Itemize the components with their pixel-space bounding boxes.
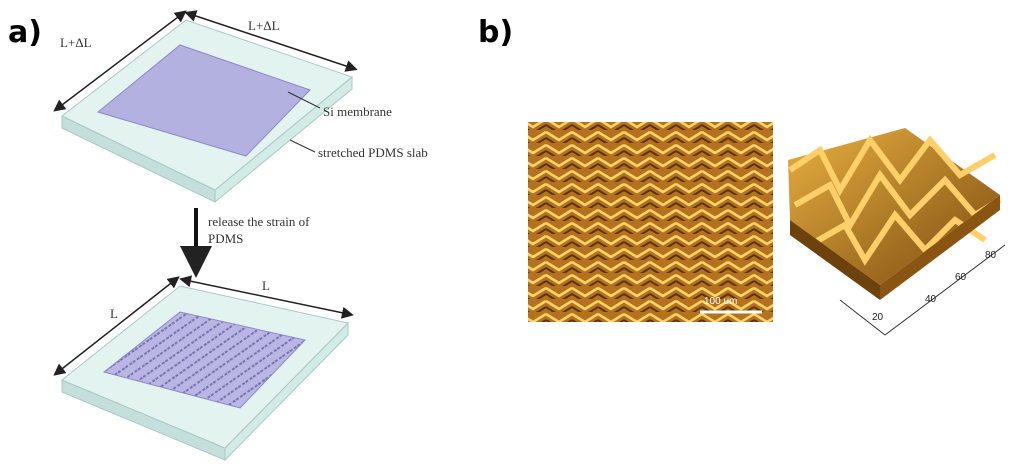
panel-label: b)	[478, 15, 513, 50]
scale-label: 100 um	[704, 296, 737, 307]
leader-line	[290, 140, 315, 152]
dimension-label: L	[110, 306, 118, 321]
dimension-label: L+ΔL	[248, 18, 280, 33]
stretched-slab	[62, 20, 352, 202]
dimension-label: L+ΔL	[60, 35, 92, 50]
callout: stretched PDMS slab	[318, 145, 428, 160]
axis-tick-label: 40	[925, 294, 937, 305]
figure: a) b) L+ΔL L+ΔL Si membrane stretched PD…	[0, 0, 1019, 466]
afm-image	[528, 122, 773, 322]
surface-plot	[788, 128, 1005, 335]
panel-label: a)	[8, 15, 42, 50]
axis-tick-label: 20	[872, 312, 884, 323]
axis-tick-label: 80	[985, 250, 997, 261]
relaxed-slab	[62, 286, 348, 460]
step-label: PDMS	[208, 231, 243, 246]
dimension-label: L	[262, 278, 270, 293]
axis-tick-label: 60	[955, 272, 967, 283]
callout: Si membrane	[323, 104, 392, 119]
step-label: release the strain of	[208, 214, 310, 229]
